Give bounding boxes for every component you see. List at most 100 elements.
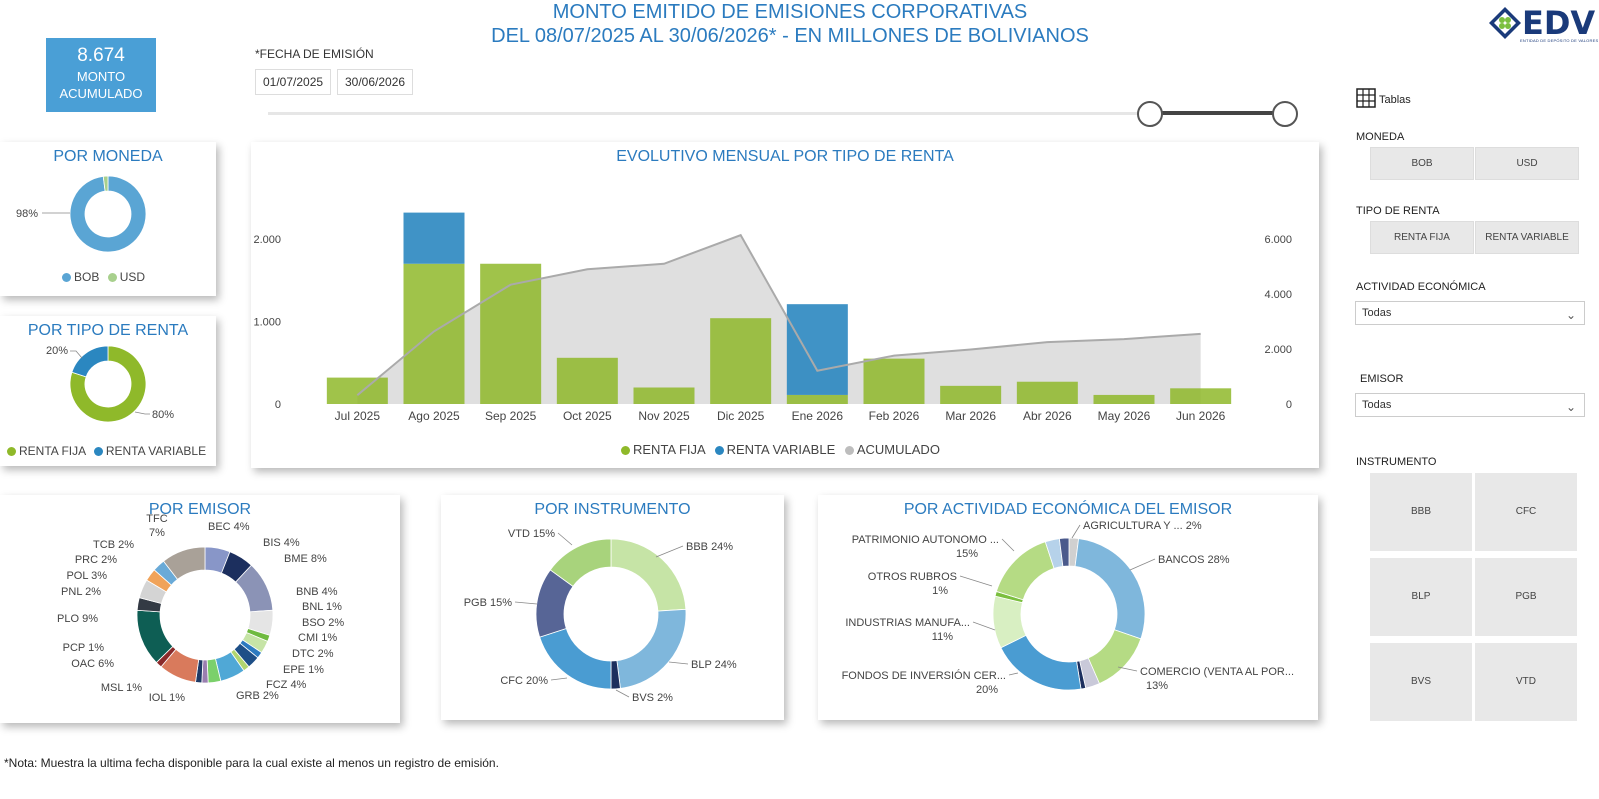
- instrumento-cfc-button[interactable]: CFC: [1475, 473, 1577, 551]
- chart-emisor[interactable]: BEC 4% BIS 4% BME 8% BNB 4% BNL 1% BSO 2% CMI …: [0, 495, 400, 723]
- moneda-bob-button[interactable]: BOB: [1370, 147, 1474, 180]
- bar-renta-fija-ene-2026[interactable]: [786, 394, 848, 404]
- chart-instrumento[interactable]: BBB 24% BLP 24% BVS 2% CFC 20% PGB 15% VTD 15…: [441, 495, 784, 720]
- card-evolutivo-mensual: EVOLUTIVO MENSUAL POR TIPO DE RENTA 0 1.0…: [251, 142, 1319, 468]
- edv-logo-subtitle: ENTIDAD DE DEPÓSITO DE VALORES: [1520, 38, 1599, 43]
- bar-renta-fija-ago-2025[interactable]: [403, 263, 465, 404]
- instrumento-vtd-button[interactable]: VTD: [1475, 643, 1577, 721]
- card-title-instrumento: POR INSTRUMENTO: [534, 501, 691, 518]
- start-date-input[interactable]: 01/07/2025: [255, 69, 332, 95]
- end-date-input[interactable]: 30/06/2026: [337, 69, 414, 95]
- label-pgb: PGB 15%: [464, 597, 513, 609]
- bar-renta-fija-nov-2025[interactable]: [633, 387, 695, 405]
- table-grid-icon[interactable]: [1356, 88, 1376, 108]
- chart-actividad[interactable]: AGRICULTURA Y ... 2% BANCOS 28% COMERCIO (…: [818, 495, 1318, 720]
- slice-bob[interactable]: [69, 175, 147, 253]
- slice-tfc[interactable]: [162, 546, 206, 580]
- bar-renta-variable-ene-2026[interactable]: [786, 304, 848, 395]
- label-pol: POL 3%: [66, 570, 107, 582]
- chart-tipo-renta[interactable]: 80% 20%: [0, 316, 216, 466]
- emisor-dropdown[interactable]: Todas ⌄: [1355, 393, 1585, 417]
- label-oac: OAC 6%: [71, 658, 114, 670]
- tables-label[interactable]: Tablas: [1379, 94, 1411, 106]
- label-patrimonio-autonomo-pct: 15%: [956, 548, 978, 560]
- legend-label-renta-fija: RENTA FIJA: [633, 442, 705, 457]
- card-title-tipo-renta: POR TIPO DE RENTA: [27, 322, 189, 339]
- slice-usd[interactable]: [102, 175, 109, 192]
- legend-moneda: BOB USD: [62, 270, 145, 284]
- leader-otros-rubros: [959, 575, 993, 587]
- bar-renta-fija-may-2026[interactable]: [1093, 394, 1155, 404]
- card-por-instrumento: POR INSTRUMENTO BBB 24% BLP 24% BVS 2% CFC …: [441, 495, 784, 720]
- label-grb: GRB 2%: [236, 690, 279, 702]
- slice-renta-fija[interactable]: [69, 345, 147, 423]
- label-msl: MSL 1%: [101, 682, 142, 694]
- legend-dot-acumulado: [844, 446, 854, 456]
- label-industrias-manufa: INDUSTRIAS MANUFA...: [845, 617, 970, 629]
- slice-vtd[interactable]: [549, 538, 612, 587]
- instrumento-pgb-button[interactable]: PGB: [1475, 558, 1577, 636]
- kpi-label-2: ACUMULADO: [59, 86, 143, 101]
- legend-label-variable: RENTA VARIABLE: [105, 444, 207, 458]
- label-bob: 98%: [16, 208, 38, 220]
- bar-renta-fija-oct-2025[interactable]: [556, 357, 618, 404]
- label-otros-rubros-pct: 1%: [932, 585, 948, 597]
- y2-tick-label: 2.000: [1264, 344, 1292, 356]
- label-prc: PRC 2%: [75, 554, 117, 566]
- card-title-emisor: POR EMISOR: [148, 501, 252, 518]
- bar-renta-fija-abr-2026[interactable]: [1016, 381, 1078, 404]
- label-tfc: TFC: [146, 513, 167, 525]
- actividad-dropdown[interactable]: Todas ⌄: [1355, 301, 1585, 325]
- bar-renta-fija-dic-2025[interactable]: [710, 318, 772, 404]
- slice-bancos[interactable]: [1074, 538, 1146, 640]
- card-title-actividad: POR ACTIVIDAD ECONÓMICA DEL EMISOR: [903, 501, 1233, 518]
- leader-variable: [70, 350, 83, 359]
- bar-renta-fija-jul-2025[interactable]: [326, 377, 388, 404]
- instrumento-bvs-button[interactable]: BVS: [1370, 643, 1472, 721]
- bar-renta-fija-feb-2026[interactable]: [863, 358, 925, 404]
- slice-otras4[interactable]: [1058, 537, 1070, 567]
- slice-blp[interactable]: [616, 608, 687, 689]
- leader-pgb: [514, 601, 538, 605]
- renta-variable-button[interactable]: RENTA VARIABLE: [1475, 221, 1579, 254]
- label-fondos-de-inversi-n-cer-pct: 20%: [976, 684, 998, 696]
- instrumento-blp-button[interactable]: BLP: [1370, 558, 1472, 636]
- date-slider-end-handle[interactable]: [1272, 101, 1298, 127]
- y2-tick-label: 6.000: [1264, 234, 1292, 246]
- label-epe: EPE 1%: [283, 664, 324, 676]
- slice-fondos-de-inversi-n-cer[interactable]: [1000, 634, 1082, 691]
- bar-renta-variable-ago-2025[interactable]: [403, 212, 465, 264]
- label-dtc: DTC 2%: [292, 648, 334, 660]
- label-blp: BLP 24%: [691, 659, 737, 671]
- slice-cfc[interactable]: [539, 628, 612, 690]
- date-slider-start-handle[interactable]: [1137, 101, 1163, 127]
- legend-dot-bob: [62, 273, 71, 283]
- legend-dot-usd: [107, 273, 117, 283]
- legend-evolutivo: RENTA FIJA RENTA VARIABLE ACUMULADO: [621, 442, 940, 457]
- emisor-label: EMISOR: [1360, 373, 1404, 385]
- x-tick-label: Oct 2025: [563, 409, 612, 423]
- instrumento-bbb-button[interactable]: BBB: [1370, 473, 1472, 551]
- x-tick-label: Abr 2026: [1023, 409, 1072, 423]
- slice-patrimonio-autonomo[interactable]: [995, 541, 1055, 601]
- leader-comercio-venta-al-por: [1117, 666, 1138, 672]
- chevron-down-icon: ⌄: [1565, 308, 1576, 322]
- legend-label-usd: USD: [119, 270, 146, 284]
- label-comercio-venta-al-por-pct: 13%: [1146, 680, 1168, 692]
- bar-renta-fija-sep-2025[interactable]: [480, 263, 542, 404]
- bar-renta-fija-jun-2026[interactable]: [1170, 388, 1232, 404]
- slice-renta-variable[interactable]: [71, 345, 109, 378]
- chart-evolutivo[interactable]: 0 1.000 2.000 0 2.000 4.000 6.000 Jul 2025 Ago 2…: [251, 142, 1319, 468]
- leader-cfc: [550, 677, 568, 681]
- leader-patrimonio-autonomo: [1001, 538, 1015, 552]
- renta-fija-button[interactable]: RENTA FIJA: [1370, 221, 1474, 254]
- moneda-usd-button[interactable]: USD: [1475, 147, 1579, 180]
- label-bvs: BVS 2%: [632, 692, 673, 704]
- leader-bbb: [655, 545, 684, 558]
- chart-moneda[interactable]: 98%: [0, 142, 216, 296]
- bar-renta-fija-mar-2026[interactable]: [940, 385, 1002, 404]
- edv-logo-icon: [1488, 6, 1522, 40]
- date-slider-track[interactable]: [268, 112, 1298, 115]
- title-line-2: DEL 08/07/2025 AL 30/06/2026* - EN MILLO…: [491, 25, 1089, 47]
- label-otros-rubros: OTROS RUBROS: [868, 571, 957, 583]
